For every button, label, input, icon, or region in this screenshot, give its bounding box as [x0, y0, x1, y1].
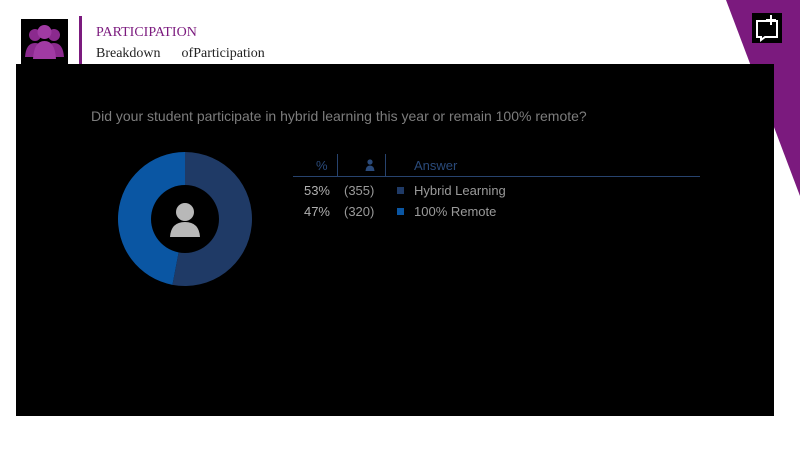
- chart-title: Did your student participate in hybrid l…: [91, 108, 587, 124]
- comment-add-icon[interactable]: [752, 13, 782, 43]
- row-count: (355): [344, 183, 375, 198]
- logo: [21, 19, 68, 66]
- table-header-rule: [293, 176, 700, 177]
- row-answer: Hybrid Learning: [414, 183, 506, 198]
- col-percent-header: %: [316, 158, 328, 173]
- person-icon: [170, 203, 200, 237]
- donut-chart: [117, 152, 252, 286]
- col-answer-header: Answer: [414, 158, 458, 173]
- col-separator: [385, 154, 386, 176]
- page-subtitle: Breakdown ofParticipation: [96, 46, 265, 61]
- row-percent: 53%: [303, 183, 330, 198]
- page-title: PARTICIPATION: [96, 25, 197, 40]
- person-icon: [365, 159, 375, 171]
- row-answer: 100% Remote: [414, 204, 497, 219]
- col-separator: [337, 154, 338, 176]
- row-count: (320): [344, 204, 375, 219]
- people-group-icon: [25, 25, 64, 59]
- legend-swatch: [397, 187, 404, 194]
- row-percent: 47%: [303, 204, 330, 219]
- header-divider: [79, 16, 82, 64]
- legend-swatch: [397, 208, 404, 215]
